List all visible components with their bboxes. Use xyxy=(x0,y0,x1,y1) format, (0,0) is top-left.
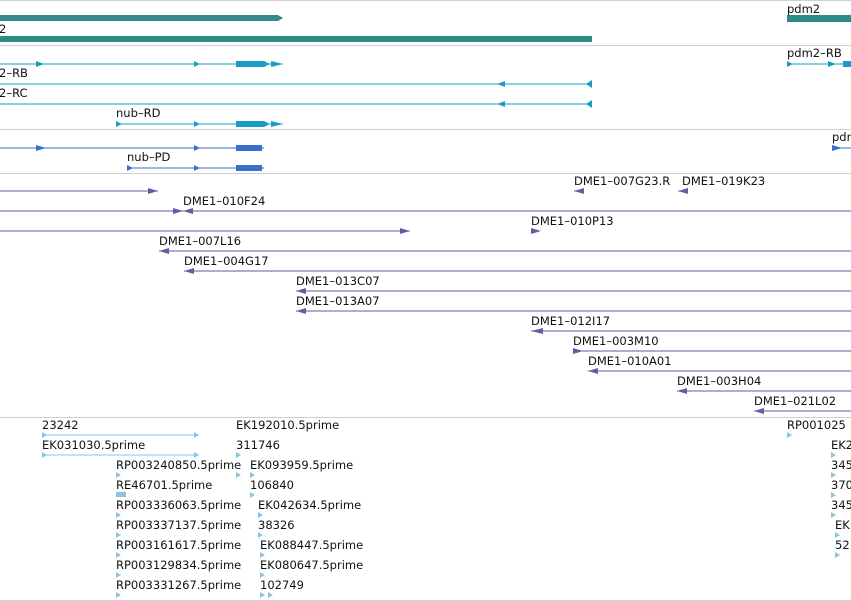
bac-label: DME1–004G17 xyxy=(184,254,269,268)
bac-label: DME1–012I17 xyxy=(531,314,611,328)
est-label: 106840 xyxy=(250,478,294,492)
bac-label: DME1–013A07 xyxy=(296,294,380,308)
est-label: EK192010.5prime xyxy=(236,418,340,432)
est-label: 345 xyxy=(831,498,851,512)
est-label: 23242 xyxy=(42,418,79,432)
est-label: RP001025 xyxy=(787,418,846,432)
protein-label-nub-pd: nub–PD xyxy=(127,150,171,164)
track-divider-genes xyxy=(0,45,851,46)
bac-label: DME1–003H04 xyxy=(677,374,762,388)
transcript-label-nub-rd: nub–RD xyxy=(116,106,161,120)
gene-label-cut: 2 xyxy=(0,22,7,36)
gene-feature-left-2[interactable] xyxy=(0,36,592,42)
est-label: 345 xyxy=(831,458,851,472)
track-divider-top xyxy=(0,0,851,1)
est-label: RP003337137.5prime xyxy=(116,518,242,532)
est-label: EK088447.5prime xyxy=(260,538,364,552)
transcript-label-pdm2-rb: pdm2–RB xyxy=(787,46,842,60)
bac-label: DME1–021L02 xyxy=(754,394,837,408)
bac-label: DME1–007L16 xyxy=(159,234,242,248)
bac-label: DME1–003M10 xyxy=(573,334,659,348)
gene-feature-pdm2[interactable] xyxy=(787,15,851,22)
est-label: RP003331267.5prime xyxy=(116,578,242,592)
track-divider-bacs xyxy=(0,417,851,418)
track-divider-proteins xyxy=(0,173,851,174)
bac-label: DME1–010P13 xyxy=(531,214,614,228)
protein-label-pdm-cut: pdr xyxy=(832,130,851,144)
est-label: EK2 xyxy=(831,438,851,452)
est-label: EK xyxy=(835,518,850,532)
bac-track xyxy=(0,188,851,414)
gene-label-pdm2: pdm2 xyxy=(787,2,821,16)
protein-track xyxy=(0,145,851,171)
est-label: EK093959.5prime xyxy=(250,458,354,472)
est-track xyxy=(42,432,840,598)
transcript-track xyxy=(0,61,851,127)
est-label: RE46701.5prime xyxy=(116,478,213,492)
est-label: 311746 xyxy=(236,438,280,452)
bac-label: DME1–010A01 xyxy=(588,354,672,368)
gene-feature-left[interactable] xyxy=(0,15,283,21)
est-label: 370 xyxy=(831,478,851,492)
transcript-label-rc-cut: 2–RC xyxy=(0,86,28,100)
est-label: RP003336063.5prime xyxy=(116,498,242,512)
bac-label: DME1–010F24 xyxy=(183,194,266,208)
est-label: 102749 xyxy=(260,578,304,592)
est-label: RP003240850.5prime xyxy=(116,458,242,472)
track-divider-transcripts xyxy=(0,129,851,130)
bac-label: DME1–019K23 xyxy=(682,174,766,188)
bac-label: DME1–013C07 xyxy=(296,274,380,288)
est-label: EK031030.5prime xyxy=(42,438,146,452)
est-label: 52 xyxy=(835,538,850,552)
gene-track xyxy=(0,15,851,42)
est-label: RP003129834.5prime xyxy=(116,558,242,572)
est-label: EK042634.5prime xyxy=(258,498,362,512)
est-label: EK080647.5prime xyxy=(260,558,364,572)
est-label: 38326 xyxy=(258,518,295,532)
bac-label: DME1–007G23.R xyxy=(574,174,671,188)
est-label: RP003161617.5prime xyxy=(116,538,242,552)
transcript-label-rb-cut: 2–RB xyxy=(0,66,28,80)
